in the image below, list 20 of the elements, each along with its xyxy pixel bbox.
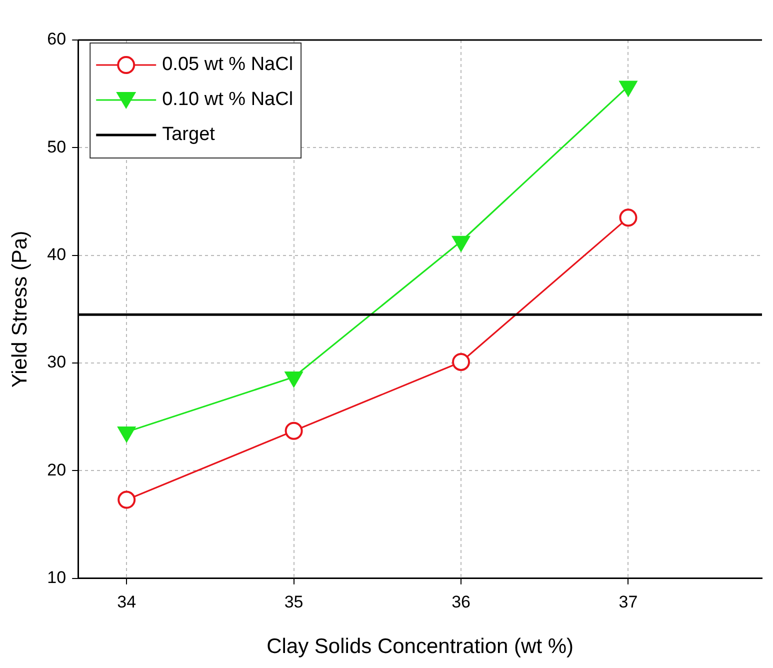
y-axis-title: Yield Stress (Pa): [8, 230, 32, 388]
legend-label: Target: [162, 124, 216, 146]
x-axis-title: Clay Solids Concentration (wt %): [266, 635, 574, 658]
point: [452, 236, 470, 252]
x-tick-label: 34: [117, 592, 136, 612]
y-tick-label: 50: [47, 137, 66, 156]
x-tick-label: 35: [284, 592, 304, 612]
legend-label: 0.05 wt % NaCl: [162, 54, 294, 76]
legend-label: 0.10 wt % NaCl: [162, 89, 294, 110]
point: [284, 422, 303, 440]
y-tick-label: 60: [47, 30, 66, 49]
point: [118, 490, 136, 509]
x-tick-label: 37: [618, 592, 638, 612]
point: [619, 80, 638, 97]
y-tick-label: 20: [47, 460, 66, 480]
point: [452, 352, 470, 371]
y-tick-label: 40: [47, 245, 66, 264]
x-tick-label: 36: [452, 592, 470, 612]
y-tick-label: 10: [47, 568, 66, 588]
y-tick-label: 30: [47, 352, 66, 372]
